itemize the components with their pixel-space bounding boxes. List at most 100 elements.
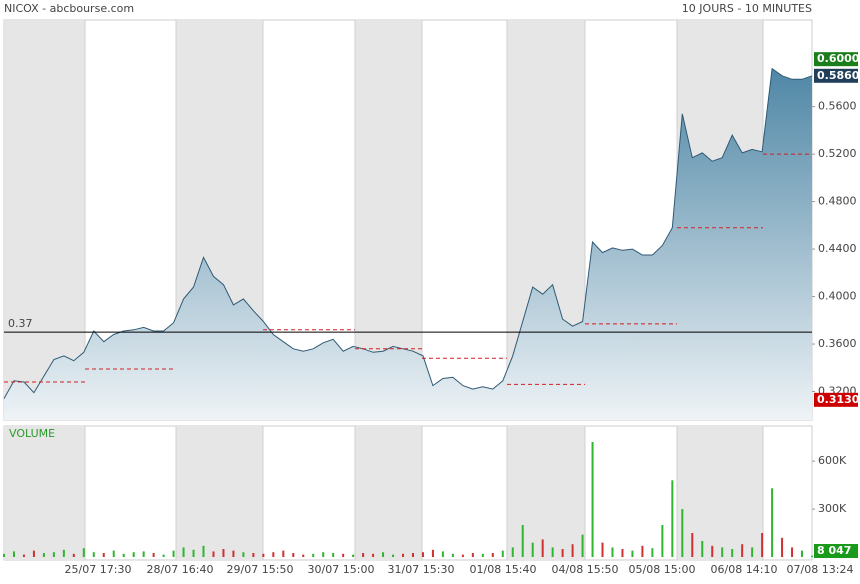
volume-bar [132,552,135,557]
volume-bar [62,549,65,557]
volume-bar [511,547,514,557]
volume-bar [172,550,175,557]
volume-bar [441,551,444,557]
y-tick-label: 300K [818,502,847,515]
day-band [355,426,422,560]
volume-last-label: 8 047 [817,544,851,557]
volume-bar [671,480,674,557]
volume-bar [691,533,694,557]
y-tick-label: 0.5200 [818,147,857,160]
volume-bar [52,552,55,557]
volume-bar [352,554,355,557]
volume-bar [551,547,554,557]
volume-bar [402,553,405,557]
volume-bar [92,552,95,557]
x-tick-label: 28/07 16:40 [147,563,214,576]
volume-title: VOLUME [9,427,55,440]
y-tick-label: 0.5600 [818,100,857,113]
x-tick-label: 07/08 13:24 [787,563,854,576]
volume-bar [22,554,25,557]
volume-last-box [814,544,858,558]
volume-bar [162,554,165,557]
volume-bar [142,551,145,557]
volume-bar [332,553,335,557]
volume-bar [661,525,664,557]
y-tick-label: 600K [818,454,847,467]
volume-bar [342,553,345,557]
y-tick-label: 0.4800 [818,195,857,208]
volume-bar [3,553,5,557]
day-band [4,426,85,560]
last-box [814,68,858,83]
day-band [507,426,585,560]
volume-bar [621,549,624,557]
volume-bar [471,553,474,557]
volume-bar [312,553,315,557]
volume-bar [272,552,275,557]
volume-bar [681,509,684,557]
x-tick-label: 06/08 14:10 [711,563,778,576]
volume-bar [701,541,704,557]
volume-bar [411,553,414,557]
day-band [176,426,263,560]
volume-bar [501,550,504,557]
volume-bar [811,555,813,557]
x-tick-label: 25/07 17:30 [65,563,132,576]
x-tick-label: 01/08 15:40 [470,563,537,576]
volume-bar [601,542,604,557]
volume-bar [781,537,784,557]
volume-bar [12,551,15,557]
low-box [814,392,858,407]
volume-bar [72,553,75,557]
volume-bar [801,550,804,557]
volume-bar [242,552,245,557]
volume-bar [571,544,574,557]
volume-bar [152,553,155,557]
day-band [677,426,763,560]
volume-bar [421,552,424,557]
volume-bar [82,548,85,557]
volume-bar [581,534,584,557]
volume-bar [42,553,45,557]
volume-bar [641,545,644,557]
volume-bar [481,553,484,557]
volume-bar [591,441,594,557]
price-line [3,67,813,399]
volume-bar [302,554,305,557]
volume-bar [112,550,115,557]
day-band [4,20,85,420]
y-tick-label: 0.3600 [818,337,857,350]
high-label: 0.6000 [817,52,860,65]
volume-bar [521,525,524,557]
chart-title: NICOX - abcbourse.com [4,2,134,15]
volume-bar [631,550,634,557]
volume-bar [202,545,205,557]
chart-subtitle: 10 JOURS - 10 MINUTES [682,2,812,15]
reference-label: 0.37 [8,317,33,330]
volume-bar [182,547,185,557]
volume-bar [711,545,714,557]
volume-bar [721,547,724,557]
volume-bar [611,547,614,557]
volume-bar [751,547,754,557]
volume-bar [212,551,215,557]
volume-bar [122,553,125,557]
volume-bar [262,553,265,557]
volume-bar [731,549,734,557]
volume-bar [102,553,105,557]
volume-bar [362,553,365,557]
low-label: 0.3130 [817,393,860,406]
volume-bar [222,549,225,557]
volume-bar [791,547,794,557]
y-tick-label: 0.4000 [818,290,857,303]
volume-bar [252,553,255,557]
high-box [814,52,858,67]
x-tick-label: 29/07 15:50 [227,563,294,576]
volume-bar [741,544,744,557]
volume-bar [322,552,325,557]
volume-bar [382,552,385,557]
x-tick-label: 05/08 15:00 [629,563,696,576]
volume-bar [192,549,195,557]
volume-bar [541,539,544,557]
